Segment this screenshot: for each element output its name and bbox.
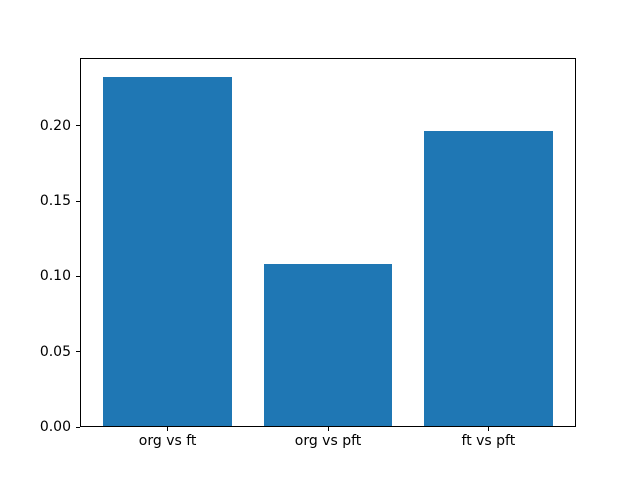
bar-org-vs-pft	[263, 264, 393, 426]
bar-ft-vs-pft	[424, 130, 553, 426]
y-tick-label: 0.20	[39, 117, 71, 134]
y-tick-mark	[76, 200, 80, 202]
x-tick-label: org vs pft	[294, 433, 362, 449]
y-tick-label: 0.05	[39, 343, 71, 360]
y-tick-label: 0.00	[39, 419, 71, 435]
x-tick-label: org vs ft	[138, 433, 197, 449]
y-tick-mark	[76, 426, 80, 428]
x-tick-label: ft vs pft	[461, 433, 516, 449]
x-tick-mark	[487, 427, 489, 431]
plot-area	[80, 58, 576, 427]
y-tick-mark	[76, 275, 80, 277]
y-tick-label: 0.10	[39, 268, 71, 285]
x-tick-mark	[327, 427, 329, 431]
x-tick-mark	[167, 427, 169, 431]
y-tick-label: 0.15	[39, 193, 71, 210]
y-tick-mark	[76, 125, 80, 127]
bar-org-vs-ft	[103, 76, 232, 426]
y-tick-mark	[76, 351, 80, 353]
